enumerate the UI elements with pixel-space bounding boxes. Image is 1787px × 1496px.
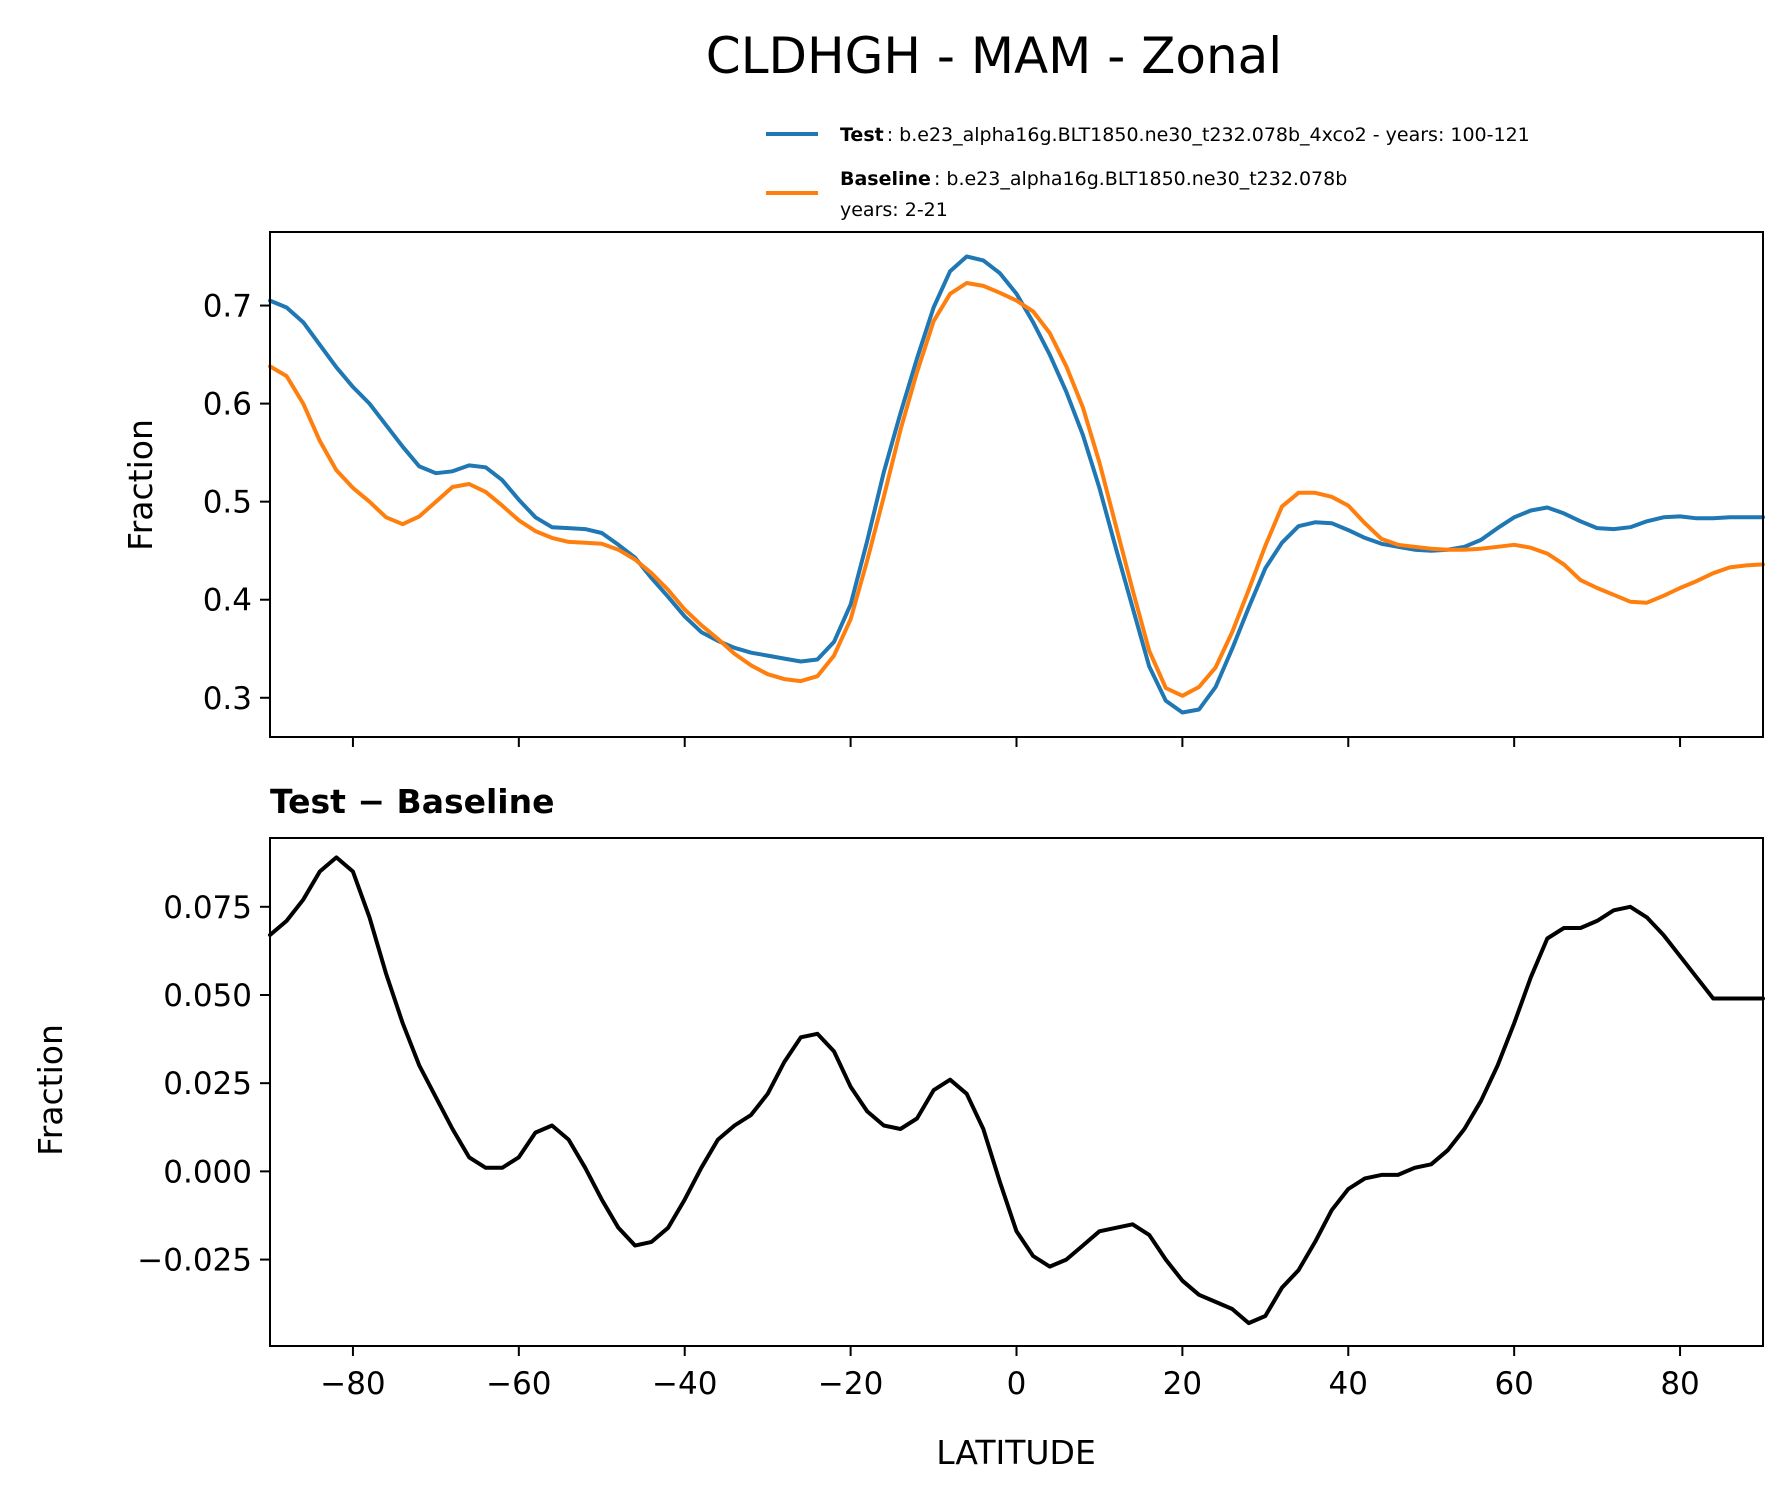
- bottom-panel: Test − Baseline −0.025 0.000 0.025 0.050 0.0…: [31, 782, 1765, 1472]
- legend-label-baseline: Baseline: b.e23_alpha16g.BLT1850.ne30_t2…: [840, 168, 1347, 190]
- bottom-x-axis: −80 −60 −40 −20 0 20 40 60 80: [320, 1346, 1700, 1402]
- top-panel: 0.3 0.4 0.5 0.6 0.7 Fraction: [121, 231, 1765, 747]
- top-y-tick-label: 0.6: [203, 387, 252, 423]
- bottom-y-axis-label: Fraction: [31, 1024, 70, 1156]
- bottom-x-tick-label: 60: [1494, 1366, 1533, 1402]
- top-y-axis: 0.3 0.4 0.5 0.6 0.7: [203, 289, 270, 717]
- top-y-tick-label: 0.7: [203, 289, 252, 325]
- bottom-series-group: [268, 855, 1765, 1326]
- bottom-x-tick-label: −60: [486, 1366, 551, 1402]
- bottom-y-tick-label: 0.000: [163, 1154, 252, 1190]
- bottom-x-tick-label: 20: [1163, 1366, 1202, 1402]
- x-axis-label: LATITUDE: [936, 1433, 1096, 1472]
- bottom-series-line-test-baseline: [268, 855, 1765, 1326]
- top-series-line-baseline: [268, 281, 1765, 698]
- bottom-y-tick-label: 0.025: [163, 1066, 252, 1102]
- bottom-x-tick-label: 40: [1329, 1366, 1368, 1402]
- bottom-y-axis: −0.025 0.000 0.025 0.050 0.075: [137, 890, 270, 1279]
- top-y-tick-label: 0.4: [203, 583, 252, 619]
- legend: Test: b.e23_alpha16g.BLT1850.ne30_t232.0…: [766, 124, 1530, 221]
- bottom-y-tick-label: 0.075: [163, 890, 252, 926]
- legend-name-test: Test: [840, 124, 884, 146]
- bottom-x-tick-label: 80: [1660, 1366, 1699, 1402]
- bottom-x-tick-label: 0: [1007, 1366, 1027, 1402]
- legend-label-test: Test: b.e23_alpha16g.BLT1850.ne30_t232.0…: [840, 124, 1530, 146]
- bottom-panel-title: Test − Baseline: [270, 782, 555, 821]
- top-series-line-test: [268, 254, 1765, 715]
- top-x-axis: [351, 737, 1682, 747]
- top-y-axis-label: Fraction: [121, 419, 160, 551]
- legend-name-baseline: Baseline: [840, 168, 931, 190]
- legend-text-baseline-years: years: 2-21: [840, 199, 948, 221]
- bottom-x-tick-label: −20: [818, 1366, 883, 1402]
- legend-text-baseline: : b.e23_alpha16g.BLT1850.ne30_t232.078b: [934, 168, 1347, 190]
- top-y-tick-label: 0.5: [203, 485, 252, 521]
- bottom-x-tick-label: −40: [652, 1366, 717, 1402]
- figure-title: CLDHGH - MAM - Zonal: [706, 27, 1282, 85]
- bottom-y-tick-label: 0.050: [163, 978, 252, 1014]
- bottom-y-tick-label: −0.025: [137, 1243, 252, 1279]
- top-series-group: [268, 254, 1765, 715]
- legend-text-test: : b.e23_alpha16g.BLT1850.ne30_t232.078b_…: [887, 124, 1530, 146]
- bottom-x-tick-label: −80: [320, 1366, 385, 1402]
- top-y-tick-label: 0.3: [203, 681, 252, 717]
